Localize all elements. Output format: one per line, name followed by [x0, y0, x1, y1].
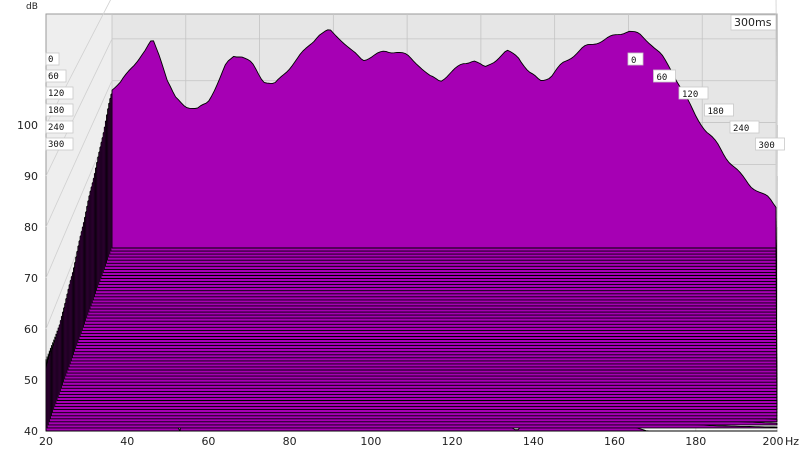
x-tick-label: 120 — [442, 435, 463, 448]
time-label-left-box — [45, 103, 74, 117]
y-unit-label: dB — [26, 2, 38, 12]
x-tick-label: 20 — [39, 435, 53, 448]
x-tick-label: 200 — [763, 435, 784, 448]
time-label-right-box — [704, 103, 734, 117]
time-label-left: 60 — [48, 72, 59, 82]
waterfall-slice — [111, 29, 777, 249]
gridline-y-side — [45, 38, 113, 177]
time-label-right-box — [653, 69, 676, 83]
y-tick-label: 70 — [24, 272, 38, 285]
time-label-right: 300 — [759, 141, 775, 151]
time-label-right-box — [755, 137, 785, 151]
time-label-right: 60 — [657, 73, 668, 83]
time-label-left-box — [45, 52, 60, 66]
x-tick-label: 100 — [360, 435, 381, 448]
x-tick-label: 60 — [201, 435, 215, 448]
x-unit-label: Hz — [785, 435, 799, 448]
time-label-right-box — [729, 120, 760, 134]
y-tick-label: 60 — [24, 323, 38, 336]
gridline-y-side — [45, 80, 113, 228]
time-label-left: 240 — [48, 123, 64, 133]
time-label-left: 300 — [48, 140, 64, 150]
y-tick-label: 100 — [17, 119, 38, 132]
time-label-left-box — [45, 120, 74, 134]
time-window-box — [730, 14, 777, 31]
time-window-label: 300ms — [734, 16, 772, 29]
time-label-left: 120 — [48, 89, 64, 99]
time-label-right-box — [627, 52, 644, 66]
x-tick-label: 140 — [523, 435, 544, 448]
x-tick-label: 160 — [604, 435, 625, 448]
x-tick-label: 180 — [685, 435, 706, 448]
x-tick-label: 40 — [120, 435, 134, 448]
y-tick-label: 40 — [24, 425, 38, 438]
time-label-left-box — [45, 69, 67, 83]
time-label-right: 120 — [682, 90, 698, 100]
time-label-left: 180 — [48, 106, 64, 116]
time-label-left-box — [45, 86, 74, 100]
y-tick-label: 80 — [24, 221, 38, 234]
y-tick-label: 90 — [24, 170, 38, 183]
time-label-left: 0 — [48, 55, 53, 65]
time-label-right-box — [678, 86, 709, 100]
x-tick-label: 80 — [283, 435, 297, 448]
time-label-right: 240 — [733, 124, 749, 134]
y-tick-label: 50 — [24, 374, 38, 387]
time-label-right: 180 — [708, 107, 724, 117]
time-label-left-box — [45, 137, 74, 151]
time-label-right: 0 — [631, 56, 636, 66]
